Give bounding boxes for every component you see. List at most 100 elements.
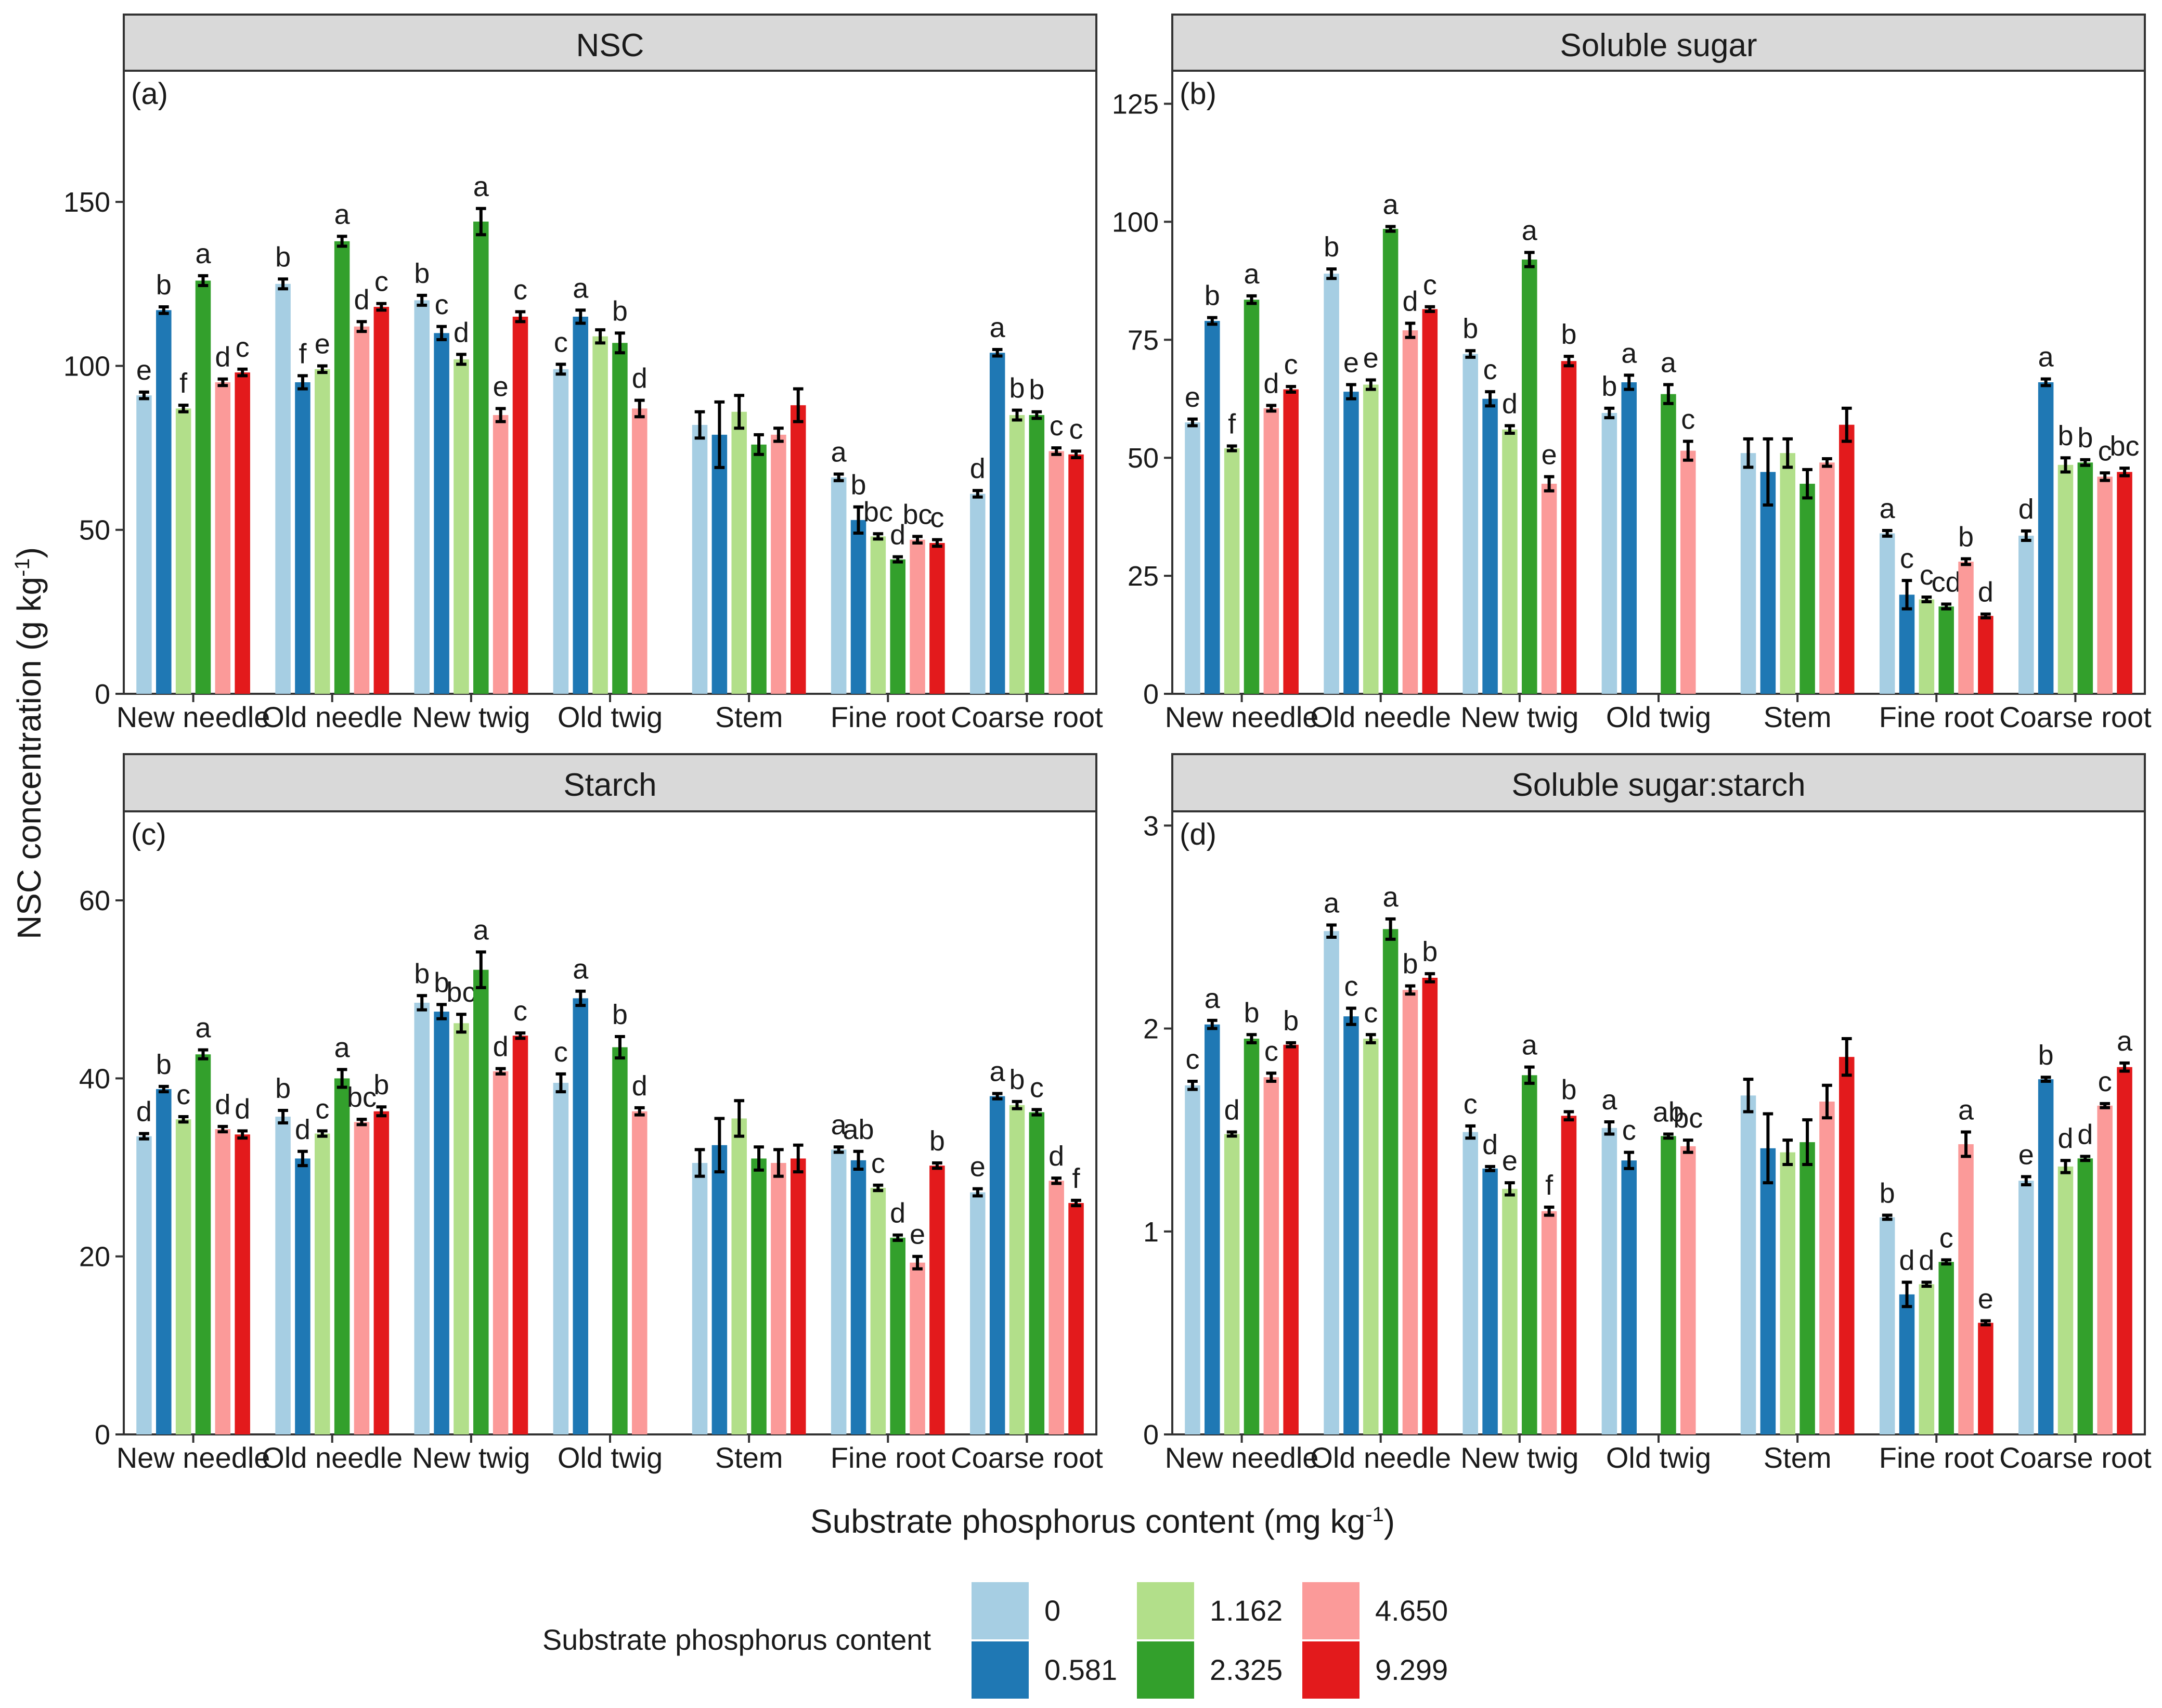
significance-letter: b [1958, 521, 1974, 552]
significance-letter: d [1402, 286, 1418, 317]
significance-letter: c [930, 502, 944, 534]
bar [1283, 1044, 1299, 1434]
significance-letter: a [2038, 342, 2054, 373]
significance-letter: f [179, 368, 188, 399]
significance-letter: bc [2110, 431, 2140, 462]
bar [275, 1117, 291, 1434]
significance-letter: b [1324, 231, 1339, 263]
significance-letter: c [315, 1093, 329, 1124]
y-tick-label: 25 [1128, 561, 1159, 592]
significance-letter: a [1324, 888, 1340, 919]
y-tick-label: 0 [95, 1419, 110, 1451]
x-tick-label: New needle [116, 701, 270, 733]
significance-letter: d [354, 284, 369, 315]
bar [850, 520, 866, 694]
legend-label: 1.162 [1210, 1594, 1283, 1627]
significance-letter: a [1383, 882, 1399, 913]
bar [1680, 450, 1696, 694]
significance-letter: a [1205, 983, 1221, 1014]
x-tick-label: New twig [412, 1441, 530, 1474]
bar [315, 1133, 330, 1434]
x-tick-label: Stem [715, 701, 783, 733]
significance-letter: c [554, 1037, 568, 1068]
bar [334, 1078, 350, 1434]
x-tick-label: Coarse root [951, 1441, 1103, 1474]
bar [910, 539, 925, 694]
significance-letter: b [1402, 949, 1418, 980]
legend-swatch [1137, 1641, 1194, 1699]
significance-letter: bc [347, 1082, 377, 1113]
legend-swatch [1302, 1641, 1360, 1699]
bar [1009, 415, 1025, 694]
bar [1244, 300, 1260, 694]
bar [1839, 424, 1855, 694]
significance-letter: d [632, 363, 648, 394]
y-tick-label: 60 [79, 885, 110, 916]
bar [1780, 453, 1795, 694]
x-tick-label: Old needle [1310, 701, 1451, 733]
bar [1561, 361, 1577, 694]
bar [573, 316, 588, 694]
bar [1978, 1323, 1993, 1434]
y-tick-label: 50 [1128, 443, 1159, 474]
bar [1402, 990, 1418, 1434]
legend: Substrate phosphorus content 0 0.581 1.162… [542, 1582, 1448, 1699]
x-tick-label: Coarse root [1999, 701, 2152, 733]
bar [1482, 1168, 1498, 1434]
bar [195, 280, 211, 694]
significance-letter: c [1483, 354, 1497, 385]
significance-letter: a [831, 437, 847, 468]
bar [771, 1163, 786, 1434]
bar [2077, 462, 2093, 694]
x-tick-label: New twig [1460, 1441, 1578, 1474]
significance-letter: b [275, 241, 291, 273]
significance-letter: d [235, 1093, 250, 1124]
significance-letter: b [1880, 1178, 1895, 1209]
bar [1601, 1128, 1617, 1434]
significance-letter: e [136, 355, 152, 386]
x-tick-label: Old needle [262, 701, 403, 733]
significance-letter: d [295, 1114, 310, 1145]
significance-letter: a [573, 954, 589, 985]
bar [1009, 1105, 1025, 1434]
bar [1522, 1075, 1537, 1434]
bar [136, 395, 152, 694]
bar [2038, 1079, 2054, 1434]
significance-letter: d [1224, 1095, 1240, 1126]
bar [929, 542, 945, 694]
significance-letter: b [156, 1049, 172, 1080]
significance-letter: b [2038, 1040, 2054, 1071]
bar [1938, 606, 1954, 694]
legend-label: 4.650 [1375, 1594, 1448, 1627]
significance-letter: d [1263, 368, 1279, 399]
bar [2057, 464, 2074, 694]
bar [831, 1149, 847, 1434]
significance-letter: a [1383, 189, 1399, 221]
bar [1760, 1148, 1776, 1434]
significance-letter: a [2117, 1026, 2133, 1057]
legend-swatch [1137, 1582, 1194, 1639]
significance-letter: a [195, 238, 211, 269]
bar [434, 333, 449, 694]
significance-letter: a [1601, 1084, 1617, 1116]
bar [1958, 1144, 1974, 1434]
significance-letter: c [1423, 269, 1437, 301]
bar [1048, 1181, 1064, 1434]
significance-letter: e [1502, 1145, 1518, 1176]
significance-letter: d [1919, 1245, 1934, 1276]
bar [1462, 354, 1479, 694]
plot-area [123, 810, 1097, 1435]
bar [354, 1122, 370, 1434]
bar [1740, 1095, 1756, 1434]
significance-letter: b [373, 1069, 389, 1101]
significance-letter: b [1561, 1075, 1576, 1106]
significance-letter: a [573, 273, 589, 304]
significance-letter: bc [903, 499, 933, 530]
bar [354, 326, 370, 694]
bar [1343, 1016, 1359, 1434]
significance-letter: b [1029, 374, 1044, 406]
significance-letter: a [1621, 338, 1637, 369]
bar [1601, 412, 1617, 694]
bar [790, 1158, 806, 1434]
